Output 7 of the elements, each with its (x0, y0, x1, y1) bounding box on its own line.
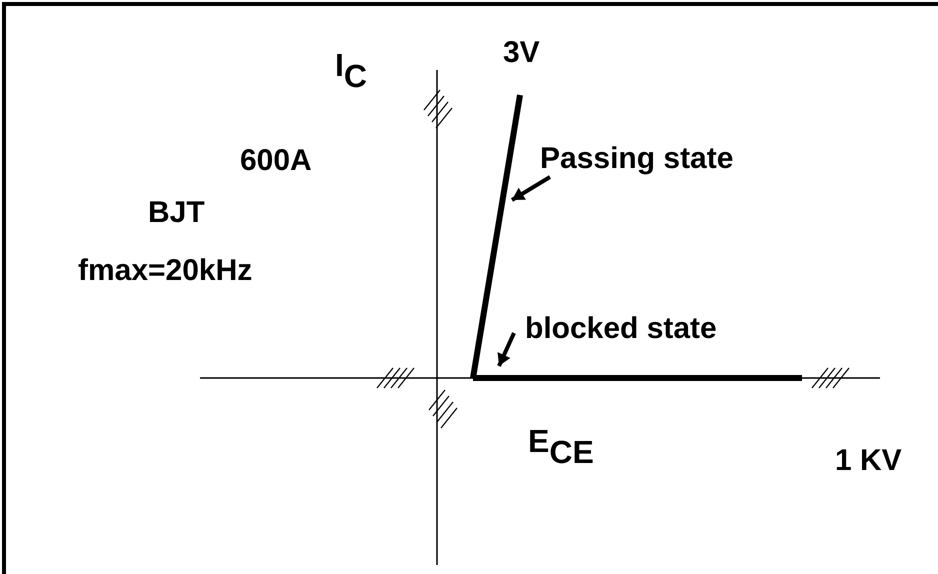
text: fmax=20kHz (78, 254, 252, 287)
text: BJT (148, 196, 205, 229)
legend-label: blocked state (525, 312, 717, 345)
text: 1 KV (835, 444, 902, 477)
series-label: Passing state (540, 142, 734, 175)
text: 600A (240, 144, 312, 177)
text: 3V (503, 36, 540, 69)
